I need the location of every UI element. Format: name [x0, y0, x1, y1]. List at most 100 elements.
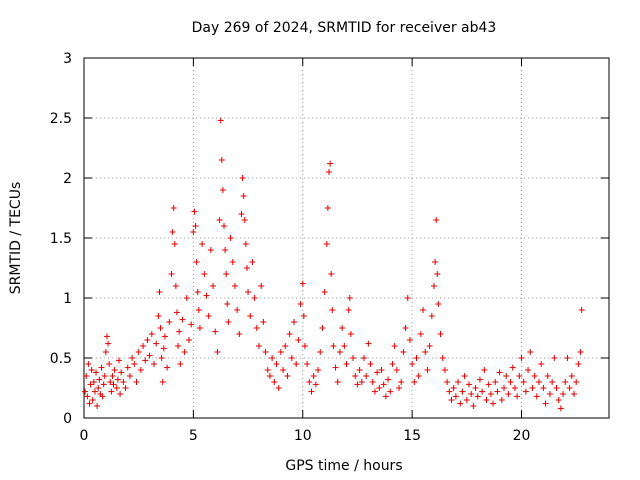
data-point	[330, 343, 337, 349]
data-point	[544, 373, 551, 379]
data-point	[131, 361, 138, 367]
data-point	[269, 355, 276, 361]
data-point	[87, 381, 94, 388]
data-point	[146, 352, 153, 359]
data-point	[474, 393, 481, 400]
data-point	[239, 175, 246, 181]
data-point	[142, 357, 149, 364]
data-point	[551, 355, 558, 361]
data-point	[83, 373, 90, 379]
data-point	[546, 391, 553, 397]
data-point	[273, 361, 280, 367]
data-point	[186, 337, 192, 343]
data-point	[91, 388, 98, 395]
data-point	[241, 217, 248, 223]
data-point	[168, 271, 175, 277]
data-point	[286, 331, 293, 337]
data-point	[555, 397, 562, 403]
data-point	[188, 321, 195, 328]
data-point	[135, 349, 142, 355]
data-point	[571, 391, 577, 397]
data-point	[426, 343, 433, 349]
data-point	[219, 187, 226, 193]
data-point	[99, 393, 106, 400]
data-point	[529, 385, 536, 391]
data-point	[380, 381, 387, 388]
data-point	[169, 229, 176, 235]
data-point	[435, 301, 442, 307]
data-point	[315, 367, 322, 373]
data-point	[214, 349, 221, 355]
x-tick-label: 20	[513, 428, 531, 444]
x-axis-label: GPS time / hours	[285, 458, 402, 474]
data-point	[240, 193, 247, 199]
data-point	[356, 367, 363, 373]
data-point	[358, 379, 365, 385]
data-point	[297, 301, 304, 307]
data-point	[336, 349, 343, 355]
data-point	[221, 223, 227, 229]
data-point	[461, 373, 468, 379]
data-point	[122, 385, 129, 391]
data-point	[282, 343, 289, 349]
data-point	[124, 364, 131, 371]
data-point	[361, 355, 367, 361]
data-point	[205, 313, 212, 319]
data-point	[293, 361, 300, 367]
data-point	[108, 388, 115, 395]
data-point	[345, 307, 352, 313]
data-point	[413, 355, 420, 361]
y-tick-label: 0	[63, 411, 72, 427]
data-point	[568, 373, 575, 379]
data-point	[229, 259, 236, 265]
data-point	[116, 357, 122, 364]
data-point	[476, 376, 483, 383]
data-point	[327, 160, 334, 167]
data-point	[110, 381, 117, 388]
data-point	[448, 397, 455, 403]
data-point	[113, 385, 120, 391]
y-tick-label: 1.5	[50, 231, 72, 247]
data-point	[247, 313, 254, 319]
data-point	[317, 349, 324, 355]
data-point	[329, 307, 336, 313]
data-point	[251, 295, 258, 301]
data-point	[195, 307, 202, 313]
data-point	[522, 388, 529, 395]
data-point	[319, 325, 326, 331]
data-point	[266, 373, 273, 379]
data-point	[406, 337, 413, 343]
data-point	[525, 367, 532, 373]
chart-title: Day 269 of 2024, SRMTID for receiver ab4…	[192, 20, 497, 36]
data-point	[404, 295, 411, 301]
data-point	[242, 241, 249, 247]
data-point	[371, 388, 378, 395]
data-point	[332, 364, 339, 371]
data-point	[126, 373, 133, 379]
data-point	[103, 333, 110, 340]
data-point	[564, 355, 571, 361]
data-point	[468, 391, 475, 397]
data-point	[173, 309, 180, 316]
data-point	[262, 349, 269, 355]
data-point	[396, 385, 402, 391]
data-point	[393, 367, 400, 373]
data-point	[183, 295, 190, 301]
data-point	[520, 379, 527, 385]
data-point	[310, 373, 317, 379]
data-point	[256, 343, 262, 349]
data-point	[179, 316, 186, 323]
data-point	[175, 343, 182, 349]
data-point	[485, 381, 492, 388]
data-point	[216, 217, 223, 223]
x-tick-label: 0	[80, 428, 89, 444]
data-point	[171, 241, 178, 247]
data-point	[536, 379, 542, 385]
data-point	[300, 313, 307, 319]
data-point	[161, 333, 168, 340]
data-point	[264, 367, 271, 373]
data-point	[137, 367, 144, 373]
data-point	[151, 361, 157, 367]
y-axis-label: SRMTID / TECUs	[8, 182, 24, 295]
